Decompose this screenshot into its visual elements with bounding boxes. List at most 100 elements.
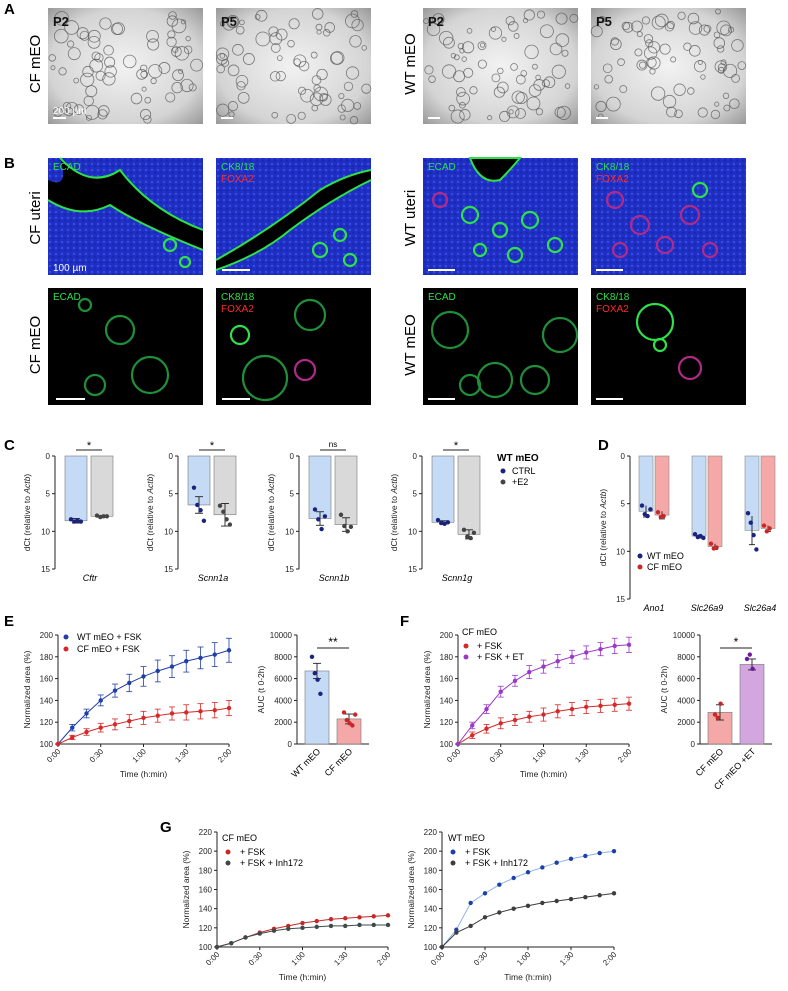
organoid (506, 246, 524, 264)
data-point (597, 850, 602, 856)
organoid (701, 241, 719, 259)
y-tick-label: 10000 (673, 631, 696, 640)
organoid (466, 28, 473, 34)
data-point (498, 689, 503, 694)
y-axis-label: Normalized area (%) (422, 650, 432, 728)
organoid (621, 21, 631, 31)
organoid (432, 13, 445, 26)
legend-label-inh: + FSK + Inh172 (465, 858, 528, 868)
legend-e: WT mEO + FSK CF mEO + FSK (63, 632, 142, 654)
organoid (522, 18, 529, 24)
x-tick-label: 1:30 (573, 747, 591, 765)
data-point (750, 666, 755, 671)
organoid (216, 103, 230, 117)
data-point (217, 503, 223, 508)
organoid (275, 28, 288, 41)
legend-d: WT mEO CF mEO (637, 551, 684, 572)
y-tick-label: 10 (616, 547, 625, 556)
data-point (341, 710, 347, 715)
data-point (318, 691, 323, 697)
legend-marker-wt (637, 553, 643, 559)
gene-label: Slc26a9 (691, 603, 724, 613)
data-point (343, 916, 348, 921)
gene-label: Slc26a4 (744, 603, 777, 613)
organoid (703, 24, 712, 33)
x-tick-label: 2:00 (616, 747, 634, 765)
data-point (747, 652, 752, 657)
organoid (515, 108, 526, 119)
data-point (455, 741, 461, 747)
organoid (477, 59, 487, 69)
organoid (183, 45, 193, 55)
organoid (85, 114, 92, 121)
data-point (328, 923, 334, 929)
organoid (293, 54, 307, 68)
organoid (171, 18, 187, 34)
bar (334, 455, 358, 525)
organoid (536, 10, 546, 19)
y-axis-label: dCt (relative to Actb) (22, 474, 32, 552)
organoid (688, 21, 703, 35)
organoid (226, 15, 240, 29)
organoid (185, 35, 191, 42)
organoid (493, 86, 505, 98)
legend-label-ctrl: CTRL (512, 466, 536, 476)
organoid (590, 25, 603, 38)
organoid (297, 111, 306, 120)
organoid (167, 30, 176, 39)
data-point (314, 918, 319, 924)
y-tick-label: 180 (199, 866, 213, 875)
organoid (123, 54, 137, 69)
passage-label: P5 (221, 14, 237, 29)
organoid (549, 42, 563, 56)
bar (431, 455, 455, 523)
organoid (450, 109, 465, 124)
organoid (219, 21, 226, 27)
legend-marker-et (463, 654, 469, 660)
data-point (68, 517, 74, 522)
data-point (112, 688, 118, 693)
data-point (554, 860, 559, 865)
organoid (691, 181, 709, 199)
x-tick-label: 0:00 (429, 950, 447, 968)
organoid (652, 337, 668, 353)
y-tick-label: 220 (199, 828, 213, 837)
organoid (178, 255, 192, 269)
organoid (297, 86, 307, 95)
x-tick-label: 2:00 (216, 747, 234, 765)
organoid (513, 33, 520, 39)
organoid (221, 58, 230, 67)
data-point (84, 711, 89, 716)
organoid (442, 64, 457, 79)
series-line (57, 649, 230, 745)
organoid (77, 297, 93, 313)
data-point (198, 508, 203, 513)
organoid (426, 22, 441, 36)
data-point (435, 517, 441, 523)
organoid (232, 44, 244, 56)
data-point (328, 917, 334, 922)
y-tick-label: 160 (199, 886, 213, 895)
organoid (641, 16, 651, 25)
y-tick-label: 140 (40, 696, 54, 705)
organoid (606, 96, 621, 112)
organoid (459, 109, 471, 121)
x-tick-label: 1:00 (131, 747, 149, 765)
data-point (75, 518, 80, 523)
organoid (535, 108, 544, 116)
organoid (655, 13, 669, 28)
organoid (227, 64, 240, 77)
organoid (508, 21, 519, 32)
data-point (439, 520, 444, 526)
data-point (497, 882, 502, 887)
organoid (510, 63, 518, 71)
data-point (645, 513, 650, 519)
data-point (357, 915, 362, 920)
legend-marker-fsk (225, 849, 231, 855)
data-point (286, 926, 291, 931)
y-axis-label: dCt (relative to Actb) (266, 474, 276, 552)
data-point (348, 524, 354, 530)
organoid (269, 71, 281, 82)
data-point (511, 875, 516, 881)
organoid (666, 20, 675, 30)
